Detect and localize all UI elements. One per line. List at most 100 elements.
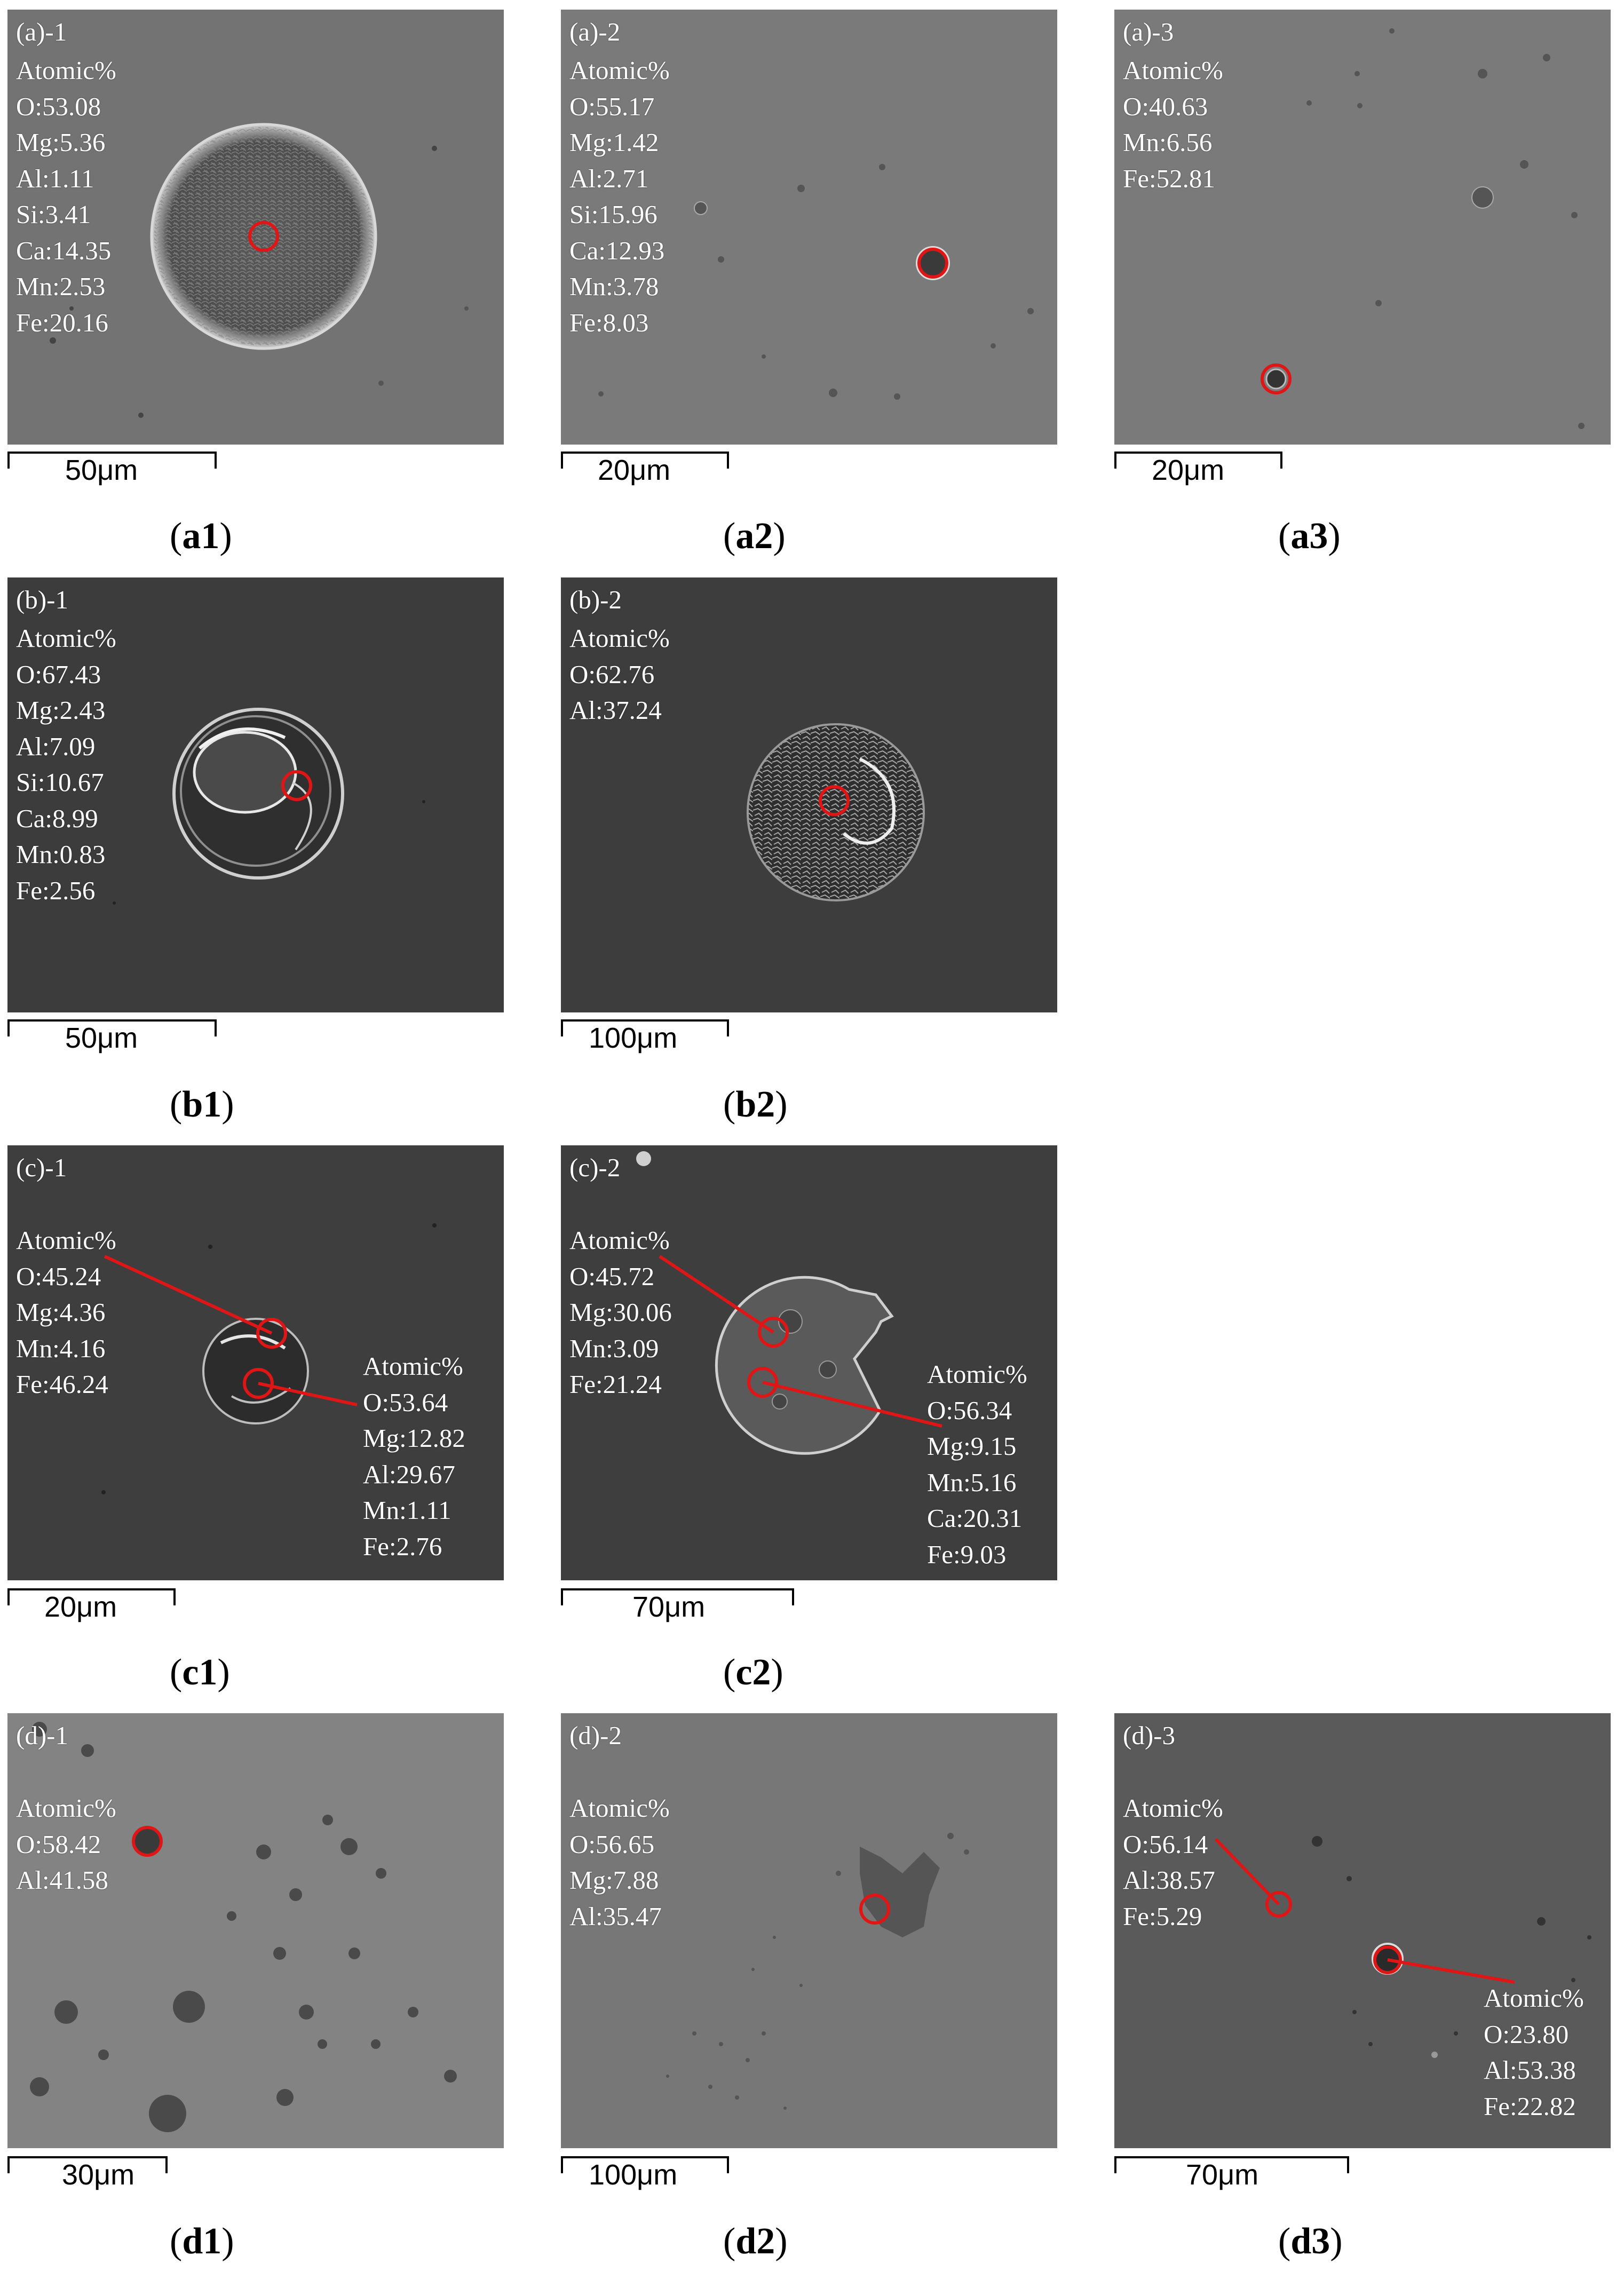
micrograph-b2 xyxy=(747,723,925,901)
scale-label-d3: 70μm xyxy=(1186,2159,1259,2191)
composition-line: Atomic% xyxy=(16,56,116,85)
inclusion xyxy=(860,1847,940,1937)
composition-list: Atomic% O:53.08 Mg:5.36 Al:1.11 Si:3.41 … xyxy=(16,52,116,341)
composition-list: Atomic% O:67.43 Mg:2.43 Al:7.09 Si:10.67… xyxy=(16,620,116,908)
composition-line: Atomic% xyxy=(363,1351,463,1381)
panel-c2: (c)-2 Atomic% O:45.72 Mg:30.06 Mn:3.09 F… xyxy=(561,1145,1057,1580)
caption-a3: (a3) xyxy=(1278,516,1341,557)
inclusion xyxy=(1265,368,1287,390)
caption-label: d2 xyxy=(735,2221,775,2262)
micrograph-a1 xyxy=(50,123,469,418)
composition-list-2: Atomic% O:56.34 Mg:9.15 Mn:5.16 Ca:20.31… xyxy=(927,1356,1027,1572)
composition-list: Atomic% O:56.14 Al:38.57 Fe:5.29 xyxy=(1123,1790,1223,1934)
caption-label: a3 xyxy=(1290,516,1328,557)
composition-list: Atomic% O:56.65 Mg:7.88 Al:35.47 xyxy=(569,1790,670,1934)
caption-label: c1 xyxy=(182,1652,218,1693)
composition-line: Atomic% xyxy=(16,623,116,653)
composition-line: O:56.65 xyxy=(569,1829,655,1859)
composition-list-2: Atomic% O:53.64 Mg:12.82 Al:29.67 Mn:1.1… xyxy=(363,1348,465,1564)
analysis-point-marker xyxy=(747,1367,778,1398)
composition-line: Fe:2.56 xyxy=(16,875,96,905)
composition-line: O:45.72 xyxy=(569,1261,655,1291)
panel-tag: (c)-1 xyxy=(16,1153,67,1182)
composition-line: O:67.43 xyxy=(16,659,101,689)
scale-label-a1: 50μm xyxy=(65,454,138,486)
caption-d3: (d3) xyxy=(1278,2221,1343,2262)
composition-line: O:56.14 xyxy=(1123,1829,1208,1859)
composition-line: Al:41.58 xyxy=(16,1865,108,1895)
composition-list: Atomic% O:55.17 Mg:1.42 Al:2.71 Si:15.96… xyxy=(569,52,670,341)
composition-line: Atomic% xyxy=(1123,56,1223,85)
composition-line: O:40.63 xyxy=(1123,91,1208,121)
composition-line: Si:10.67 xyxy=(16,767,104,797)
composition-line: O:53.64 xyxy=(363,1387,448,1417)
composition-line: Atomic% xyxy=(569,1225,670,1255)
scale-bar-a2 xyxy=(561,452,729,469)
leader-line xyxy=(1387,1958,1515,1984)
inclusion xyxy=(715,1276,894,1455)
analysis-point-marker xyxy=(819,785,850,816)
scale-bar-a1 xyxy=(7,452,217,469)
caption-b2: (b2) xyxy=(723,1084,788,1125)
panel-d1: (d)-1 Atomic% O:58.42 Al:41.58 xyxy=(7,1713,504,2148)
composition-line: Atomic% xyxy=(1484,1983,1584,2013)
composition-line: Fe:2.76 xyxy=(363,1531,442,1561)
composition-line: Ca:14.35 xyxy=(16,235,112,265)
composition-line: Fe:8.03 xyxy=(569,307,649,337)
leader-line xyxy=(1214,1838,1280,1906)
panel-b2: (b)-2 Atomic% O:62.76 Al:37.24 xyxy=(561,577,1057,1012)
composition-line: Atomic% xyxy=(927,1359,1027,1389)
composition-line: Mg:30.06 xyxy=(569,1297,672,1327)
composition-line: Al:37.24 xyxy=(569,695,662,725)
composition-line: Mg:12.82 xyxy=(363,1423,465,1453)
scale-bar-d3 xyxy=(1114,2156,1349,2173)
analysis-point-marker xyxy=(132,1826,163,1857)
composition-line: Mn:3.09 xyxy=(569,1333,659,1363)
composition-line: Al:29.67 xyxy=(363,1459,455,1489)
micrograph-b1 xyxy=(113,708,425,905)
scale-label-b1: 50μm xyxy=(65,1022,138,1054)
caption-d2: (d2) xyxy=(723,2221,788,2262)
scale-bar-c1 xyxy=(7,1588,176,1605)
composition-list: Atomic% O:45.24 Mg:4.36 Mn:4.16 Fe:46.24 xyxy=(16,1222,116,1403)
composition-line: Si:3.41 xyxy=(16,200,91,229)
composition-line: Ca:20.31 xyxy=(927,1503,1023,1533)
composition-line: Mn:3.78 xyxy=(569,272,659,301)
composition-list: Atomic% O:62.76 Al:37.24 xyxy=(569,620,670,729)
composition-line: Fe:46.24 xyxy=(16,1369,108,1399)
panel-tag: (a)-1 xyxy=(16,17,67,46)
panel-tag: (d)-2 xyxy=(569,1721,622,1750)
panel-tag: (b)-1 xyxy=(16,585,68,614)
analysis-point-marker xyxy=(1261,363,1292,394)
caption-label: a1 xyxy=(182,516,220,557)
composition-line: O:45.24 xyxy=(16,1261,101,1291)
composition-line: Si:15.96 xyxy=(569,200,657,229)
scale-bar-c2 xyxy=(561,1588,794,1605)
inclusion xyxy=(747,723,925,901)
caption-b1: (b1) xyxy=(170,1084,234,1125)
composition-line: O:56.34 xyxy=(927,1395,1012,1425)
micrograph-a2 xyxy=(598,164,1034,400)
caption-label: a2 xyxy=(735,516,773,557)
micrograph-d2 xyxy=(666,1833,969,2110)
analysis-point-marker xyxy=(758,1317,789,1348)
leader-line xyxy=(659,1255,774,1334)
composition-line: Atomic% xyxy=(1123,1793,1223,1823)
composition-line: Mg:4.36 xyxy=(16,1297,106,1327)
composition-line: O:62.76 xyxy=(569,659,655,689)
analysis-point-marker xyxy=(281,770,312,801)
analysis-point-marker xyxy=(248,221,279,252)
caption-a2: (a2) xyxy=(723,516,786,557)
analysis-point-marker xyxy=(859,1894,890,1925)
scale-label-c1: 20μm xyxy=(44,1591,117,1623)
composition-line: Mg:9.15 xyxy=(927,1431,1017,1461)
caption-label: b1 xyxy=(182,1084,222,1125)
panel-a2: (a)-2 Atomic% O:55.17 Mg:1.42 Al:2.71 Si… xyxy=(561,10,1057,445)
leader-line xyxy=(104,1255,273,1335)
composition-line: Al:1.11 xyxy=(16,163,94,193)
scale-label-b2: 100μm xyxy=(589,1022,678,1054)
composition-line: Mg:5.36 xyxy=(16,128,106,157)
composition-line: Al:38.57 xyxy=(1123,1865,1215,1895)
analysis-point-marker xyxy=(917,248,948,279)
scale-label-d1: 30μm xyxy=(62,2159,135,2191)
